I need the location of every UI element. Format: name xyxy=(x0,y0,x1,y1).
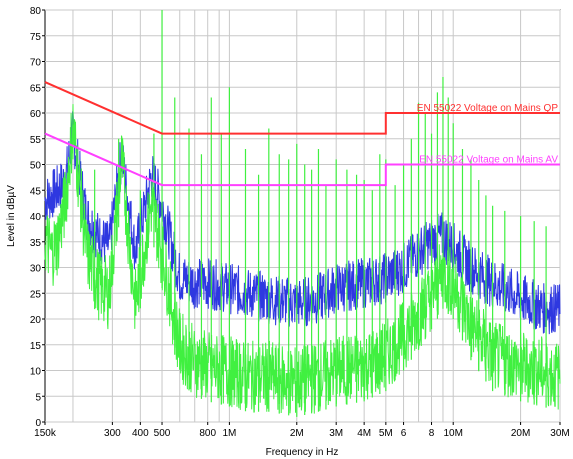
x-axis-title: Frequency in Hz xyxy=(266,447,339,458)
y-tick-label: 25 xyxy=(30,289,42,300)
limit-lines-layer: EN 55022 Voltage on Mains QP EN 55022 Vol… xyxy=(44,81,560,187)
av-limit-label: EN 55022 Voltage on Mains AV xyxy=(419,155,558,166)
x-tick-label: 4M xyxy=(357,428,371,439)
x-tick-label: 3M xyxy=(329,428,343,439)
series-trace-average xyxy=(44,104,561,414)
y-tick-label: 20 xyxy=(30,315,42,326)
y-tick-label: 10 xyxy=(30,367,42,378)
y-tick-label: 65 xyxy=(30,83,42,94)
x-tick-label: 2M xyxy=(290,428,304,439)
y-tick-label: 50 xyxy=(30,161,42,172)
y-axis-title: Level in dBµV xyxy=(6,185,17,247)
series-layer xyxy=(44,10,561,417)
x-tick-label: 400 xyxy=(132,428,149,439)
x-tick-label: 20M xyxy=(511,428,530,439)
qp-limit-label: EN 55022 Voltage on Mains QP xyxy=(417,103,559,114)
y-tick-label: 55 xyxy=(30,135,42,146)
y-tick-label: 35 xyxy=(30,238,42,249)
x-tick-label: 1M xyxy=(222,428,236,439)
y-tick-label: 75 xyxy=(30,32,42,43)
series-trace-peak xyxy=(44,111,561,335)
av-limit-line xyxy=(44,132,560,187)
x-tick-label: 300 xyxy=(104,428,121,439)
y-tick-label: 60 xyxy=(30,109,42,120)
y-tick-label: 0 xyxy=(35,418,41,429)
x-tick-label: 500 xyxy=(154,428,171,439)
x-tick-label: 8 xyxy=(429,428,435,439)
x-tick-label: 10M xyxy=(443,428,462,439)
x-tick-label: 150k xyxy=(34,428,57,439)
y-tick-label: 45 xyxy=(30,186,42,197)
y-tick-label: 80 xyxy=(30,6,42,17)
x-tick-label: 30M xyxy=(550,428,569,439)
y-tick-label: 70 xyxy=(30,58,42,69)
y-tick-label: 5 xyxy=(35,392,41,403)
y-tick-label: 30 xyxy=(30,264,42,275)
x-tick-label: 6 xyxy=(401,428,407,439)
x-tick-label: 5M xyxy=(379,428,393,439)
tick-labels: 0 5 10 15 20 25 30 35 40 45 50 55 60 65 70 75 80 150k 300 4… xyxy=(30,6,570,439)
y-tick-label: 15 xyxy=(30,341,42,352)
y-tick-label: 40 xyxy=(30,212,42,223)
qp-limit-line xyxy=(44,81,560,135)
x-tick-label: 800 xyxy=(199,428,216,439)
